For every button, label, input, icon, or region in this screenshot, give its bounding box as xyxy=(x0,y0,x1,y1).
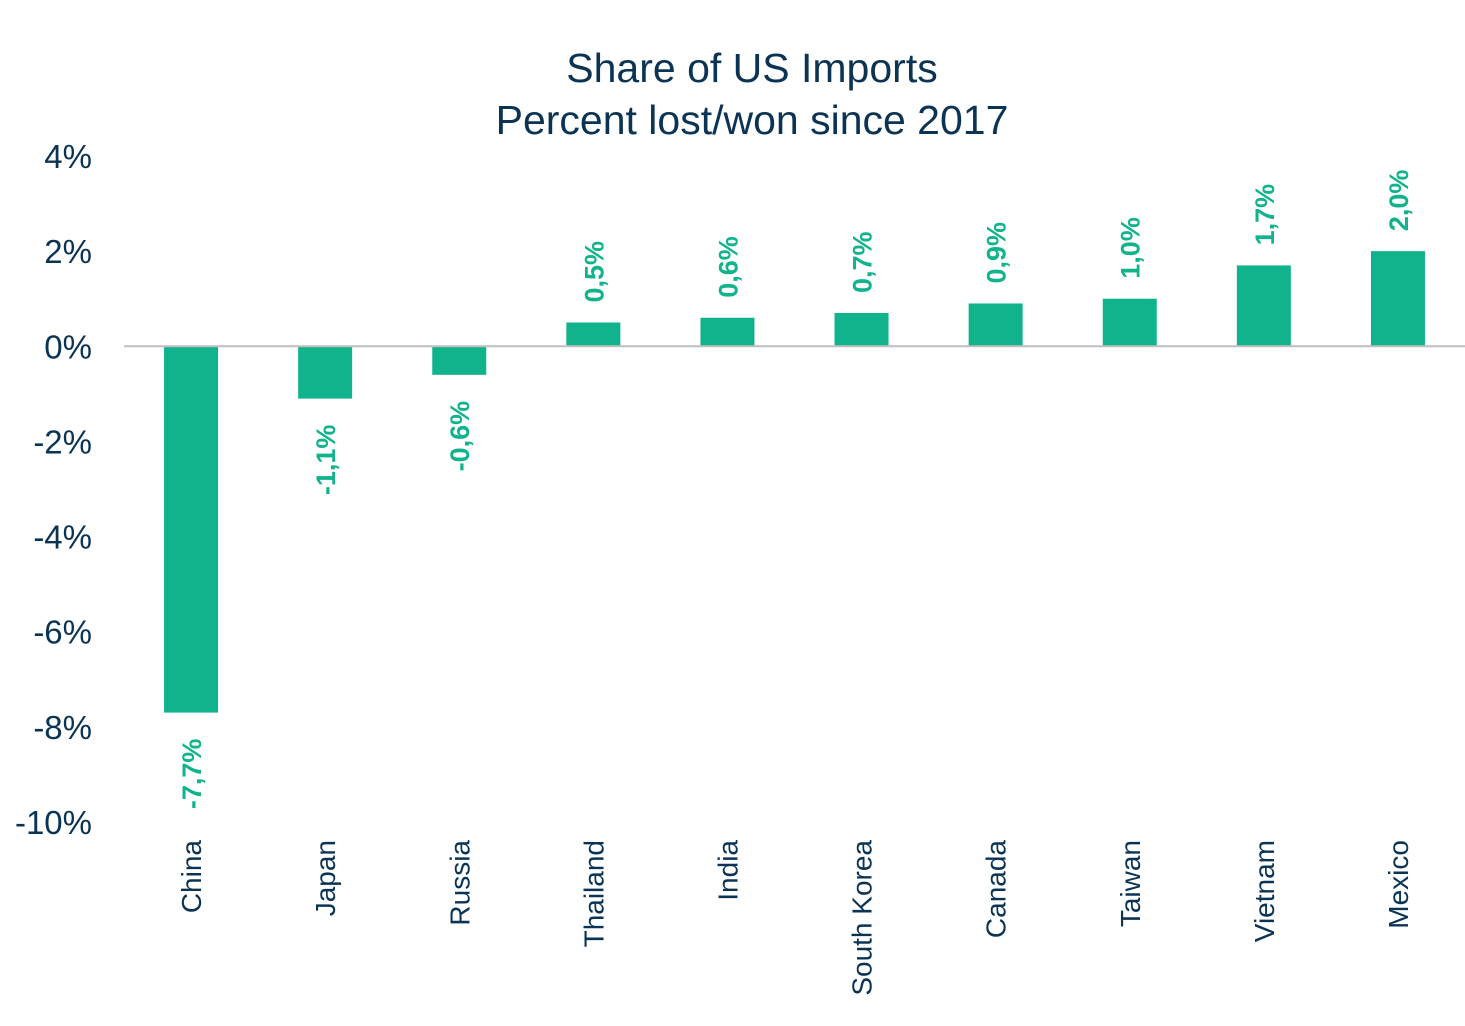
data-label: 2,0% xyxy=(1384,170,1414,232)
bar-japan xyxy=(298,346,353,399)
x-tick-label: Russia xyxy=(444,840,475,926)
x-tick-label: China xyxy=(176,840,207,914)
data-label: -0,6% xyxy=(445,401,475,472)
x-tick-label: India xyxy=(712,840,743,901)
data-label: 1,0% xyxy=(1116,217,1146,279)
y-axis: 4% 2% 0% -2% -4% -6% -8% -10% xyxy=(15,138,92,841)
bar-series xyxy=(164,251,1425,713)
y-tick-label: -2% xyxy=(33,423,92,460)
data-label: 0,6% xyxy=(713,236,743,298)
y-tick-label: 2% xyxy=(44,233,92,270)
data-label: 1,7% xyxy=(1250,184,1280,246)
data-label: -1,1% xyxy=(311,425,341,496)
x-tick-label: Canada xyxy=(981,840,1012,939)
y-tick-label: 0% xyxy=(44,328,92,365)
bar-thailand xyxy=(566,322,621,347)
bar-china xyxy=(164,346,219,713)
bar-canada xyxy=(968,303,1023,347)
x-tick-label: South Korea xyxy=(847,840,878,996)
bar-taiwan xyxy=(1102,298,1157,347)
bar-india xyxy=(700,317,755,347)
x-tick-label: Vietnam xyxy=(1249,840,1280,942)
x-tick-label: Taiwan xyxy=(1115,840,1146,927)
data-label: -7,7% xyxy=(177,739,207,810)
data-label: 0,7% xyxy=(848,231,878,293)
data-label: 0,9% xyxy=(982,222,1012,284)
y-tick-label: -8% xyxy=(33,709,92,746)
data-labels: -7,7% -1,1% -0,6% 0,5% 0,6% 0,7% 0,9% 1,0% 1,7% 2… xyxy=(177,170,1414,810)
bar-russia xyxy=(432,346,487,375)
x-tick-label: Japan xyxy=(310,840,341,916)
data-label: 0,5% xyxy=(579,241,609,303)
x-tick-label: Thailand xyxy=(578,840,609,947)
y-tick-label: -4% xyxy=(33,519,92,556)
y-tick-label: -6% xyxy=(33,614,92,651)
bar-vietnam xyxy=(1236,265,1291,347)
chart-title: Share of US Imports xyxy=(566,45,937,91)
y-tick-label: 4% xyxy=(44,138,92,175)
bar-mexico xyxy=(1370,251,1425,347)
chart-subtitle: Percent lost/won since 2017 xyxy=(496,97,1009,143)
x-tick-label: Mexico xyxy=(1383,840,1414,929)
bar-south-korea xyxy=(834,312,889,347)
y-tick-label: -10% xyxy=(15,804,92,841)
x-axis: China Japan Russia Thailand India South Korea… xyxy=(124,345,1465,996)
